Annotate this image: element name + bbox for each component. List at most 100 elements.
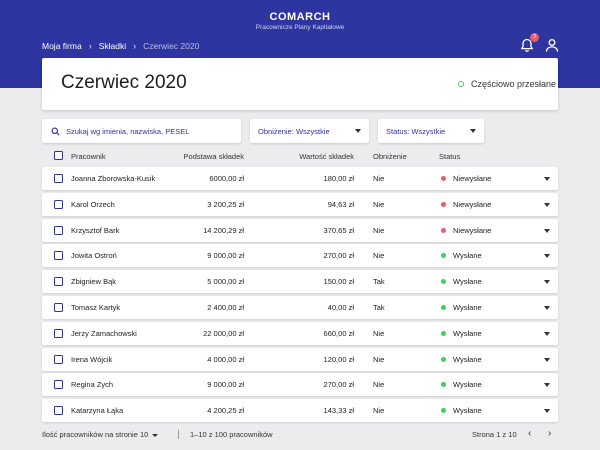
reduction-value: Nie <box>373 225 385 235</box>
contribution-value: 660,00 zł <box>323 328 354 338</box>
contribution-value: 180,00 zł <box>323 174 354 183</box>
reduction-value: Nie <box>373 354 385 364</box>
caret-down-icon <box>470 129 476 133</box>
page-title: Czerwiec 2020 <box>61 72 187 93</box>
table-row[interactable]: Zbigniew Bąk 5 000,00 zł 150,00 zł Tak Wysła… <box>42 270 558 294</box>
header-status[interactable]: Status <box>439 152 461 161</box>
brand: COMARCH Pracownicze Plany Kapitałowe <box>0 11 600 31</box>
header-obnizenie[interactable]: Obniżenie <box>373 152 407 161</box>
header-pracownik[interactable]: Pracownik <box>71 152 106 161</box>
status-value: Wysłane <box>453 354 482 364</box>
chevron-right-icon: › <box>88 41 92 51</box>
table-header: Pracownik Podstawa składek Wartość skład… <box>42 150 558 164</box>
row-checkbox[interactable] <box>54 174 63 183</box>
reduction-value: Nie <box>373 380 385 390</box>
expand-caret-icon[interactable] <box>544 202 550 207</box>
row-checkbox[interactable] <box>54 225 63 235</box>
expand-caret-icon[interactable] <box>544 331 550 336</box>
search-icon <box>51 126 60 136</box>
header-podstawa[interactable]: Podstawa składek <box>183 152 244 161</box>
table-row[interactable]: Irena Wójcik 4 000,00 zł 120,00 zł Nie Wysła… <box>42 347 558 371</box>
row-checkbox[interactable] <box>54 406 63 416</box>
caret-down-icon <box>152 433 159 437</box>
status-value: Wysłane <box>453 277 482 287</box>
next-page-button[interactable]: › <box>548 428 552 439</box>
status-dot-icon <box>441 279 446 285</box>
contribution-base: 9 000,00 zł <box>207 380 244 390</box>
employee-name: Jowita Ostroń <box>71 251 117 261</box>
bell-icon[interactable] <box>519 37 535 53</box>
employee-name: Karol Orzech <box>71 199 115 209</box>
status-circle-icon <box>458 81 464 87</box>
contribution-base: 5 000,00 zł <box>207 277 244 287</box>
expand-caret-icon[interactable] <box>544 357 550 362</box>
reduction-value: Nie <box>373 251 385 261</box>
employee-name: Joanna Zborowska-Kusik <box>71 174 156 183</box>
status-dot-icon <box>441 356 446 362</box>
expand-caret-icon[interactable] <box>544 306 550 310</box>
contribution-value: 120,00 zł <box>323 354 354 364</box>
select-all-checkbox[interactable] <box>54 151 63 160</box>
employee-name: Katarzyna Łąka <box>71 406 124 416</box>
breadcrumb-moja-firma[interactable]: Moja firma <box>42 41 82 51</box>
table-row[interactable]: Katarzyna Łąka 4 200,25 zł 143,33 zł Nie Wys… <box>42 399 558 423</box>
expand-caret-icon[interactable] <box>544 409 550 414</box>
breadcrumb-skladki[interactable]: Składki <box>98 41 127 51</box>
reduction-value: Nie <box>373 174 385 183</box>
reduction-value: Nie <box>373 199 385 209</box>
table-row[interactable]: Regina Zych 9 000,00 zł 270,00 zł Nie Wysłan… <box>42 373 558 397</box>
employee-name: Regina Zych <box>71 380 114 390</box>
expand-caret-icon[interactable] <box>544 228 550 233</box>
per-page-select[interactable]: Ilość pracowników na stronie 10 <box>42 430 159 439</box>
breadcrumb: Moja firma › Składki › Czerwiec 2020 <box>42 41 199 51</box>
contribution-base: 4 200,25 zł <box>207 406 244 416</box>
row-checkbox[interactable] <box>54 380 63 390</box>
employee-name: Zbigniew Bąk <box>71 277 117 287</box>
status-value: Niewysłane <box>453 199 492 209</box>
status-filter[interactable]: Status: Wszystkie <box>378 119 484 143</box>
status-dot-icon <box>441 201 446 207</box>
contribution-value: 270,00 zł <box>323 251 354 261</box>
table-row[interactable]: Tomasz Kartyk 2 400,00 zł 40,00 zł Tak Wysła… <box>42 296 558 319</box>
contribution-base: 14 200,29 zł <box>203 225 244 235</box>
reduction-value: Nie <box>373 328 385 338</box>
table-row[interactable]: Jerzy Zamachowski 22 000,00 zł 660,00 zł Ni… <box>42 321 558 345</box>
expand-caret-icon[interactable] <box>544 383 550 388</box>
prev-page-button[interactable]: ‹ <box>528 428 532 439</box>
status-value: Wysłane <box>453 251 482 261</box>
chevron-right-icon: › <box>133 41 137 51</box>
status-dot-icon <box>441 382 446 388</box>
header-wartosc[interactable]: Wartość składek <box>299 152 354 161</box>
title-card: Czerwiec 2020 Częściowo przesłane <box>42 58 558 110</box>
table-row[interactable]: Joanna Zborowska-Kusik 6000,00 zł 180,00 z… <box>42 167 558 190</box>
reduction-value: Tak <box>373 303 385 312</box>
search-field[interactable] <box>42 119 241 143</box>
row-checkbox[interactable] <box>54 328 63 338</box>
expand-caret-icon[interactable] <box>544 280 550 285</box>
divider <box>178 430 179 439</box>
search-input[interactable] <box>66 126 236 136</box>
range-label: 1–10 z 100 pracowników <box>190 430 273 439</box>
expand-caret-icon[interactable] <box>544 254 550 259</box>
status-value: Niewysłane <box>453 225 492 235</box>
caret-down-icon <box>355 129 361 133</box>
row-checkbox[interactable] <box>54 251 63 261</box>
row-checkbox[interactable] <box>54 199 63 209</box>
status-value: Niewysłane <box>453 174 492 183</box>
table-row[interactable]: Krzysztof Bark 14 200,29 zł 370,65 zł Nie Ni… <box>42 218 558 242</box>
pagination-bar: Ilość pracowników na stronie 10 1–10 z 1… <box>42 428 558 441</box>
row-checkbox[interactable] <box>54 277 63 287</box>
contribution-value: 94,63 zł <box>327 199 354 209</box>
row-checkbox[interactable] <box>54 354 63 364</box>
status-filter-label: Status: Wszystkie <box>386 126 446 136</box>
user-icon[interactable] <box>544 37 560 53</box>
obnizenie-filter[interactable]: Obniżenie: Wszystkie <box>250 119 369 143</box>
brand-logo: COMARCH <box>269 11 331 23</box>
notification-badge: 3 <box>530 33 539 42</box>
table-row[interactable]: Karol Orzech 3 200,25 zł 94,63 zł Nie Niewys… <box>42 192 558 216</box>
contribution-value: 143,33 zł <box>323 406 354 416</box>
row-checkbox[interactable] <box>54 303 63 312</box>
employee-name: Irena Wójcik <box>71 354 113 364</box>
table-row[interactable]: Jowita Ostroń 9 000,00 zł 270,00 zł Nie Wysł… <box>42 244 558 268</box>
expand-caret-icon[interactable] <box>544 177 550 181</box>
